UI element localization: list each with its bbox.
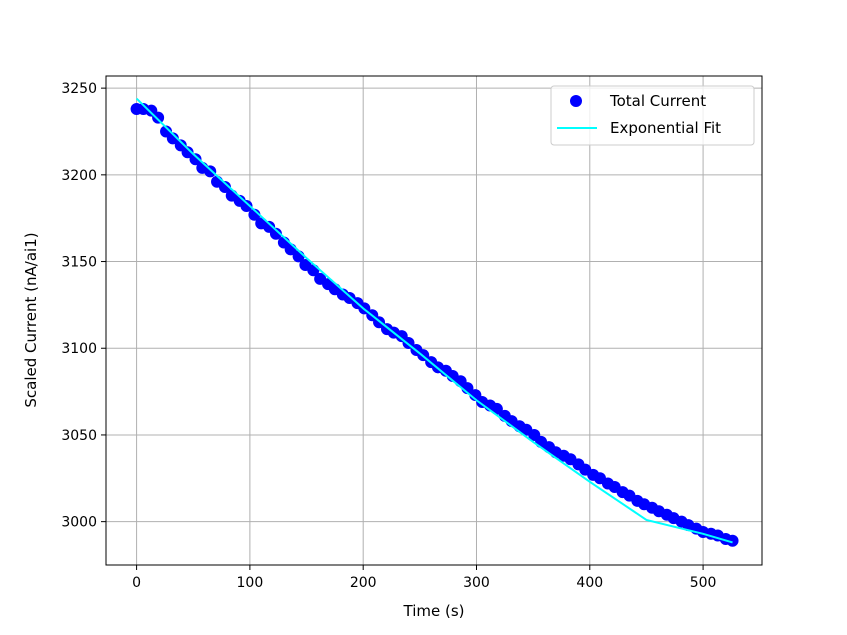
fit-line [135, 97, 733, 544]
y-tick-label: 3000 [61, 515, 97, 531]
y-tick-label: 3100 [61, 341, 97, 357]
y-axis: 3000 3050 3100 3150 3200 3250 [61, 81, 106, 531]
plot-area [130, 97, 739, 547]
scatter-point [269, 227, 282, 240]
y-tick-label: 3250 [61, 81, 97, 97]
axes-frame [105, 75, 763, 566]
x-tick-label: 200 [350, 575, 377, 591]
scatter-point [152, 111, 165, 124]
scatter-point [166, 132, 179, 145]
grid [106, 76, 762, 565]
y-tick-label: 3200 [61, 168, 97, 184]
x-tick-label: 0 [132, 575, 141, 591]
x-axis: 0 100 200 300 400 500 [132, 565, 716, 591]
scatter-point [726, 534, 739, 547]
legend-label-total-current: Total Current [609, 92, 706, 110]
x-axis-label: Time (s) [403, 602, 465, 620]
legend: Total Current Exponential Fit [550, 85, 755, 146]
legend-label-exponential-fit: Exponential Fit [610, 119, 721, 137]
scatter-point [204, 165, 217, 178]
y-tick-label: 3050 [61, 428, 97, 444]
scatter-point [181, 146, 194, 159]
y-tick-label: 3150 [61, 255, 97, 271]
legend-frame [550, 85, 755, 146]
scatter-point [240, 200, 253, 213]
scatter-point [189, 153, 202, 166]
x-tick-label: 400 [576, 575, 603, 591]
x-tick-label: 100 [237, 575, 264, 591]
x-tick-label: 500 [690, 575, 717, 591]
scatter-point [218, 180, 231, 193]
x-tick-label: 300 [463, 575, 490, 591]
y-axis-label: Scaled Current (nA/ai1) [22, 232, 40, 407]
legend-marker-total-current [570, 95, 582, 107]
